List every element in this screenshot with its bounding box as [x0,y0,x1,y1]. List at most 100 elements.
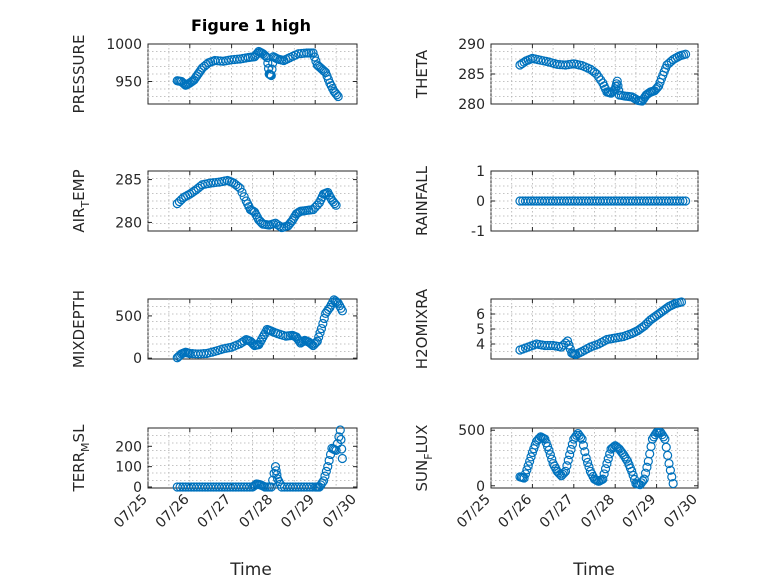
data-point [577,434,587,444]
data-point [560,466,571,476]
data-point [614,85,624,96]
y-tick-label: 1 [476,164,485,180]
data-point [334,432,344,442]
data-point [523,461,533,471]
data-point [620,452,630,462]
data-point [602,458,612,469]
data-point [676,297,687,307]
data-point [599,469,609,479]
data-point [563,455,573,465]
x-tick-label: 07/29 [278,492,318,532]
data-point [678,196,688,206]
data-point [520,469,531,479]
x-tick-label: 07/26 [153,491,193,531]
y-axis-label: RAINFALL [413,165,431,236]
data-point [526,452,536,462]
y-tick-label: 0 [133,480,142,496]
data-point [298,336,308,346]
data-point [675,196,685,206]
y-tick-label: 0 [476,194,485,210]
y-tick-label: 290 [458,37,485,53]
data-point [335,425,345,435]
y-tick-label: 500 [115,309,142,325]
data-point [642,462,652,472]
data-point [272,470,282,480]
y-tick-label: 4 [476,337,485,353]
data-point [672,52,682,62]
data-point [562,336,573,346]
y-tick-label: 285 [458,67,485,83]
data-point [314,332,324,342]
data-point [315,328,325,338]
data-point [522,465,532,475]
y-axis-label: H2OMIXRA [413,288,431,369]
y-axis-label: TERRMSL [70,424,92,493]
data-point [331,200,341,210]
data-point [336,434,346,445]
y-tick-label: 1000 [106,37,142,53]
x-tick-label: 07/30 [320,492,360,532]
data-point [307,482,318,492]
data-point [576,432,586,442]
data-point [239,192,249,202]
data-point [267,64,277,74]
subplot-pressure: 950 1000 PRESSURE [70,35,358,114]
data-point [311,56,321,66]
y-tick-label: 500 [458,423,485,439]
data-point [564,340,574,350]
data-point [638,476,648,486]
x-tick-label: 07/30 [661,492,701,532]
data-point [544,445,554,455]
data-point [323,462,333,472]
data-point [558,469,568,479]
data-point [311,338,321,348]
data-point [621,454,631,464]
y-axis-label: AIRTEMP [70,169,92,232]
data-point [647,434,658,444]
data-point [299,48,309,58]
subplot-air-temp: 280 285 AIRTEMP [70,169,358,233]
data-point [259,50,269,60]
data-point [324,455,334,466]
data-point [627,466,637,476]
y-tick-label: 0 [476,479,485,495]
data-point [287,216,297,226]
data-point [555,469,565,479]
data-point [305,338,315,348]
x-tick-label: 07/28 [236,492,276,532]
subplot-theta: 280 285 290 THETA [413,37,699,113]
data-point [333,91,343,102]
data-point [582,457,593,468]
data-point [651,84,661,94]
data-point [609,442,619,452]
x-axis-label-left: Time [229,560,272,580]
data-point [318,318,328,329]
data-point [667,472,677,482]
data-point [545,450,555,460]
data-point [519,473,529,483]
y-axis-label: MIXDEPTH [70,290,88,368]
data-point [580,447,590,457]
data-point [613,81,623,91]
data-point [321,466,331,476]
data-point [318,65,328,75]
x-tick-label: 07/27 [195,492,235,532]
y-axis-label: THETA [413,49,431,99]
y-axis-label: SUNFLUX [413,425,435,492]
data-point [603,454,613,464]
data-point [680,196,691,206]
x-tick-label: 07/25 [454,492,494,532]
data-point [605,449,615,459]
figure-title: Figure 1 high [191,16,311,35]
data-point [320,471,330,481]
data-point [668,478,678,489]
y-tick-label: 280 [115,215,142,231]
y-axis-label: PRESSURE [70,35,88,114]
data-point [652,82,662,93]
data-point [578,440,589,451]
data-point [657,430,667,440]
data-point [658,432,669,442]
y-tick-label: 6 [476,307,485,323]
